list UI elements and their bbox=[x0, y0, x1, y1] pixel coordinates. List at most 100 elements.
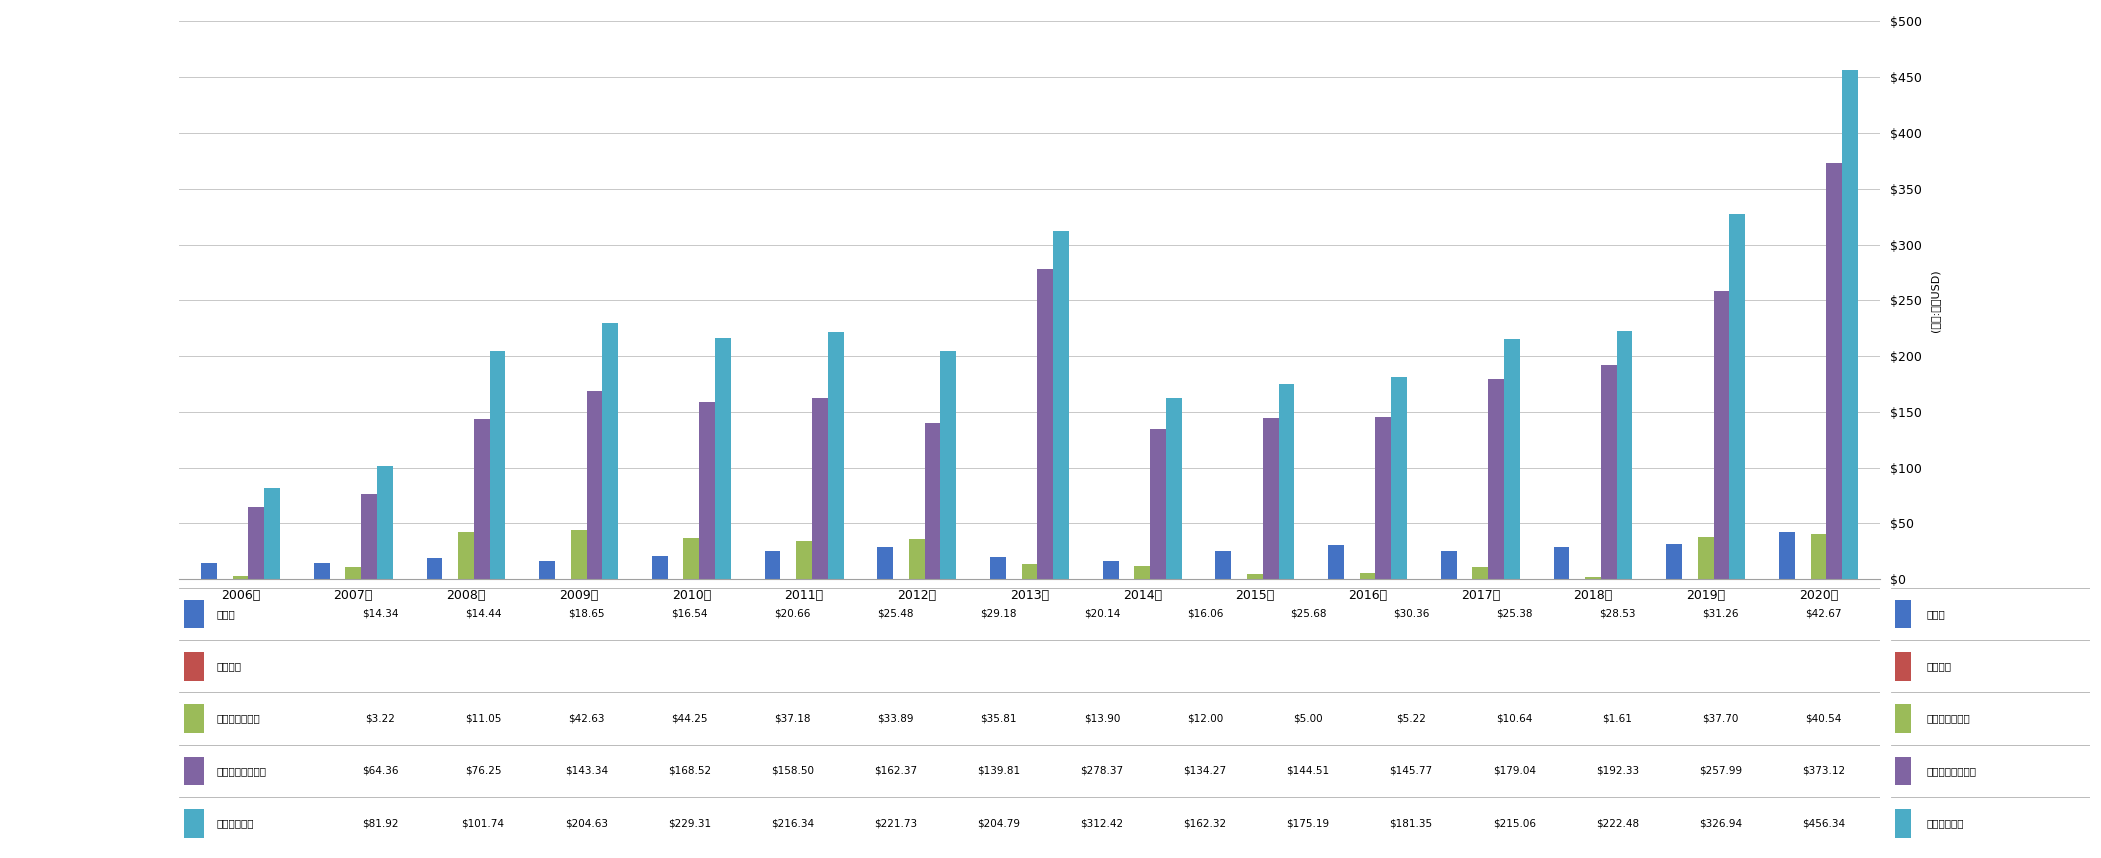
Text: $28.53: $28.53 bbox=[1599, 609, 1637, 619]
Bar bbox=[1601, 365, 1616, 579]
Text: その他の流動負債: その他の流動負債 bbox=[216, 766, 267, 776]
Text: $29.18: $29.18 bbox=[981, 609, 1017, 619]
Bar bbox=[1616, 331, 1632, 579]
Text: $158.50: $158.50 bbox=[771, 766, 813, 776]
Bar bbox=[1263, 418, 1280, 579]
FancyBboxPatch shape bbox=[183, 809, 204, 837]
Bar bbox=[490, 351, 506, 579]
Text: $221.73: $221.73 bbox=[874, 819, 918, 828]
Bar bbox=[878, 547, 893, 579]
Bar bbox=[1714, 292, 1729, 579]
Bar bbox=[540, 560, 555, 579]
Text: $215.06: $215.06 bbox=[1494, 819, 1536, 828]
Y-axis label: (単位:百万USD): (単位:百万USD) bbox=[1931, 269, 1941, 331]
Text: $11.05: $11.05 bbox=[464, 714, 502, 723]
Bar bbox=[313, 563, 330, 579]
Text: $456.34: $456.34 bbox=[1803, 819, 1845, 828]
Bar bbox=[1826, 163, 1843, 579]
Bar bbox=[796, 541, 811, 579]
Bar bbox=[1248, 573, 1263, 579]
Bar bbox=[765, 551, 779, 579]
Text: $81.92: $81.92 bbox=[361, 819, 399, 828]
Text: $14.44: $14.44 bbox=[464, 609, 502, 619]
Bar bbox=[1698, 537, 1714, 579]
Bar bbox=[1376, 416, 1391, 579]
FancyBboxPatch shape bbox=[183, 757, 204, 785]
Bar bbox=[427, 559, 443, 579]
Text: $14.34: $14.34 bbox=[361, 609, 399, 619]
Text: 繰延収益: 繰延収益 bbox=[1927, 662, 1952, 671]
Bar bbox=[1135, 565, 1149, 579]
Bar bbox=[1021, 564, 1038, 579]
Bar bbox=[714, 338, 731, 579]
Text: $25.48: $25.48 bbox=[878, 609, 914, 619]
Bar bbox=[603, 323, 618, 579]
Bar bbox=[1391, 377, 1408, 579]
Bar bbox=[700, 402, 714, 579]
Text: $37.70: $37.70 bbox=[1702, 714, 1740, 723]
Text: 流動負債合計: 流動負債合計 bbox=[1927, 819, 1964, 828]
Text: $101.74: $101.74 bbox=[462, 819, 504, 828]
Text: $40.54: $40.54 bbox=[1805, 714, 1843, 723]
Bar bbox=[941, 351, 956, 579]
Bar bbox=[571, 529, 586, 579]
FancyBboxPatch shape bbox=[1895, 757, 1912, 785]
Text: $192.33: $192.33 bbox=[1597, 766, 1639, 776]
Bar bbox=[924, 423, 941, 579]
FancyBboxPatch shape bbox=[183, 652, 204, 680]
FancyBboxPatch shape bbox=[1895, 600, 1912, 628]
Text: $13.90: $13.90 bbox=[1084, 714, 1120, 723]
Bar bbox=[1666, 544, 1683, 579]
Bar bbox=[1811, 534, 1826, 579]
Bar bbox=[1729, 214, 1746, 579]
Bar bbox=[586, 391, 603, 579]
Text: 短期有利子負債: 短期有利子負債 bbox=[1927, 714, 1971, 723]
Text: $5.22: $5.22 bbox=[1397, 714, 1427, 723]
Text: $139.81: $139.81 bbox=[977, 766, 1021, 776]
Bar bbox=[265, 488, 279, 579]
Bar bbox=[1149, 429, 1166, 579]
Bar bbox=[1166, 398, 1181, 579]
Text: $42.63: $42.63 bbox=[567, 714, 605, 723]
Bar bbox=[248, 507, 265, 579]
Bar bbox=[1216, 551, 1231, 579]
Text: $162.32: $162.32 bbox=[1183, 819, 1227, 828]
Bar bbox=[1103, 561, 1118, 579]
Bar bbox=[458, 532, 475, 579]
Text: $204.79: $204.79 bbox=[977, 819, 1021, 828]
Text: $312.42: $312.42 bbox=[1080, 819, 1124, 828]
Bar bbox=[1441, 551, 1456, 579]
Text: $12.00: $12.00 bbox=[1187, 714, 1223, 723]
Bar bbox=[811, 398, 828, 579]
Text: $278.37: $278.37 bbox=[1080, 766, 1124, 776]
Bar bbox=[361, 494, 376, 579]
Bar bbox=[1504, 339, 1519, 579]
Text: 流動負債合計: 流動負債合計 bbox=[216, 819, 254, 828]
Text: $144.51: $144.51 bbox=[1286, 766, 1330, 776]
FancyBboxPatch shape bbox=[1895, 652, 1912, 680]
Bar bbox=[990, 557, 1006, 579]
FancyBboxPatch shape bbox=[183, 704, 204, 733]
Text: $216.34: $216.34 bbox=[771, 819, 813, 828]
Text: $179.04: $179.04 bbox=[1494, 766, 1536, 776]
Text: $25.68: $25.68 bbox=[1290, 609, 1326, 619]
Text: 短期有利子負債: 短期有利子負債 bbox=[216, 714, 261, 723]
Bar bbox=[345, 567, 361, 579]
Text: 買掛金: 買掛金 bbox=[216, 609, 235, 619]
Bar bbox=[828, 332, 843, 579]
Text: $134.27: $134.27 bbox=[1183, 766, 1227, 776]
Bar bbox=[1053, 231, 1069, 579]
FancyBboxPatch shape bbox=[1895, 704, 1912, 733]
Text: $35.81: $35.81 bbox=[981, 714, 1017, 723]
Bar bbox=[1553, 547, 1569, 579]
Bar bbox=[1584, 577, 1601, 579]
Bar bbox=[202, 563, 216, 579]
Text: $3.22: $3.22 bbox=[366, 714, 395, 723]
Text: $20.66: $20.66 bbox=[775, 609, 811, 619]
Text: $37.18: $37.18 bbox=[773, 714, 811, 723]
Text: 買掛金: 買掛金 bbox=[1927, 609, 1946, 619]
Text: $18.65: $18.65 bbox=[567, 609, 605, 619]
Bar bbox=[1843, 70, 1857, 579]
Text: $145.77: $145.77 bbox=[1389, 766, 1433, 776]
Text: $143.34: $143.34 bbox=[565, 766, 607, 776]
